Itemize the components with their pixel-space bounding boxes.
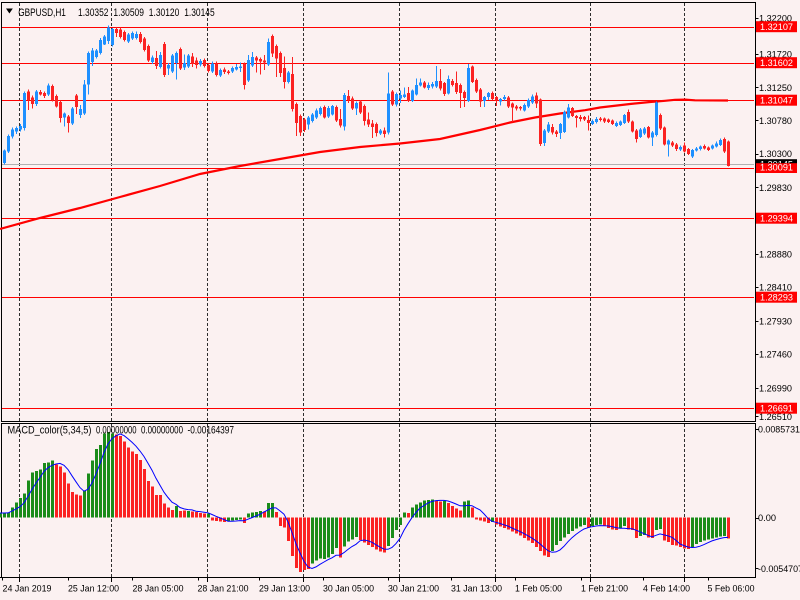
svg-text:1.29394: 1.29394 [760, 213, 793, 223]
svg-text:1.30145: 1.30145 [184, 7, 215, 19]
svg-text:31 Jan 13:00: 31 Jan 13:00 [451, 584, 502, 594]
svg-text:5 Feb 06:00: 5 Feb 06:00 [708, 584, 755, 594]
svg-text:1.30352: 1.30352 [78, 7, 109, 19]
svg-text:-0.00164397: -0.00164397 [188, 425, 235, 437]
svg-text:1 Feb 21:00: 1 Feb 21:00 [581, 584, 628, 594]
svg-text:1.30120: 1.30120 [149, 7, 180, 19]
svg-text:1.28410: 1.28410 [759, 283, 792, 293]
svg-text:1.30091: 1.30091 [760, 163, 793, 173]
svg-text:1.27930: 1.27930 [759, 317, 792, 327]
svg-text:28 Jan 21:00: 28 Jan 21:00 [198, 584, 249, 594]
svg-text:0.00000000: 0.00000000 [141, 425, 183, 437]
svg-text:1.31047: 1.31047 [760, 95, 793, 105]
svg-text:25 Jan 12:00: 25 Jan 12:00 [68, 584, 119, 594]
svg-text:1.27460: 1.27460 [759, 350, 792, 360]
svg-text:1.28880: 1.28880 [759, 250, 792, 260]
svg-text:29 Jan 13:00: 29 Jan 13:00 [259, 584, 310, 594]
svg-text:1.32200: 1.32200 [759, 13, 792, 23]
svg-text:1.29830: 1.29830 [759, 183, 792, 193]
svg-text:1 Feb 05:00: 1 Feb 05:00 [515, 584, 562, 594]
svg-text:1.31720: 1.31720 [759, 50, 792, 60]
svg-text:1.26990: 1.26990 [759, 383, 792, 393]
svg-text:1.30509: 1.30509 [113, 7, 143, 19]
svg-text:1.30300: 1.30300 [759, 149, 792, 159]
svg-text:1.32107: 1.32107 [760, 22, 793, 32]
svg-text:0.0085731: 0.0085731 [758, 424, 800, 434]
svg-text:30 Jan 05:00: 30 Jan 05:00 [323, 584, 374, 594]
svg-text:4 Feb 14:00: 4 Feb 14:00 [643, 584, 690, 594]
svg-text:0.00: 0.00 [758, 513, 776, 523]
svg-text:1.30780: 1.30780 [759, 116, 792, 126]
svg-text:1.31250: 1.31250 [759, 83, 792, 93]
svg-text:30 Jan 21:00: 30 Jan 21:00 [388, 584, 439, 594]
svg-text:28 Jan 05:00: 28 Jan 05:00 [133, 584, 184, 594]
svg-text:1.26691: 1.26691 [760, 403, 793, 413]
svg-text:1.31602: 1.31602 [760, 58, 793, 68]
svg-text:MACD_color(5,34,5): MACD_color(5,34,5) [8, 425, 92, 437]
svg-text:GBPUSD,H1: GBPUSD,H1 [18, 7, 66, 19]
svg-text:-0.0054707: -0.0054707 [758, 564, 800, 574]
svg-text:0.00000000: 0.00000000 [96, 425, 137, 437]
svg-text:1.28293: 1.28293 [760, 292, 793, 302]
svg-text:24 Jan 2019: 24 Jan 2019 [3, 584, 52, 594]
svg-text:1.26510: 1.26510 [759, 412, 792, 422]
